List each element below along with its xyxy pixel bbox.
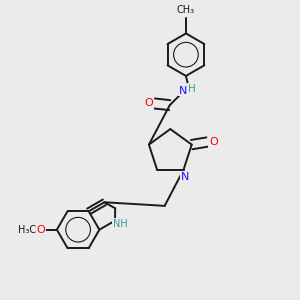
Text: O: O xyxy=(209,137,218,147)
Text: H₃C: H₃C xyxy=(18,225,36,235)
Text: NH: NH xyxy=(113,219,128,229)
Text: N: N xyxy=(178,85,187,95)
Text: CH₃: CH₃ xyxy=(177,5,195,15)
Text: N: N xyxy=(181,172,189,182)
Text: O: O xyxy=(36,225,45,235)
Text: O: O xyxy=(144,98,153,108)
Text: H: H xyxy=(188,84,196,94)
